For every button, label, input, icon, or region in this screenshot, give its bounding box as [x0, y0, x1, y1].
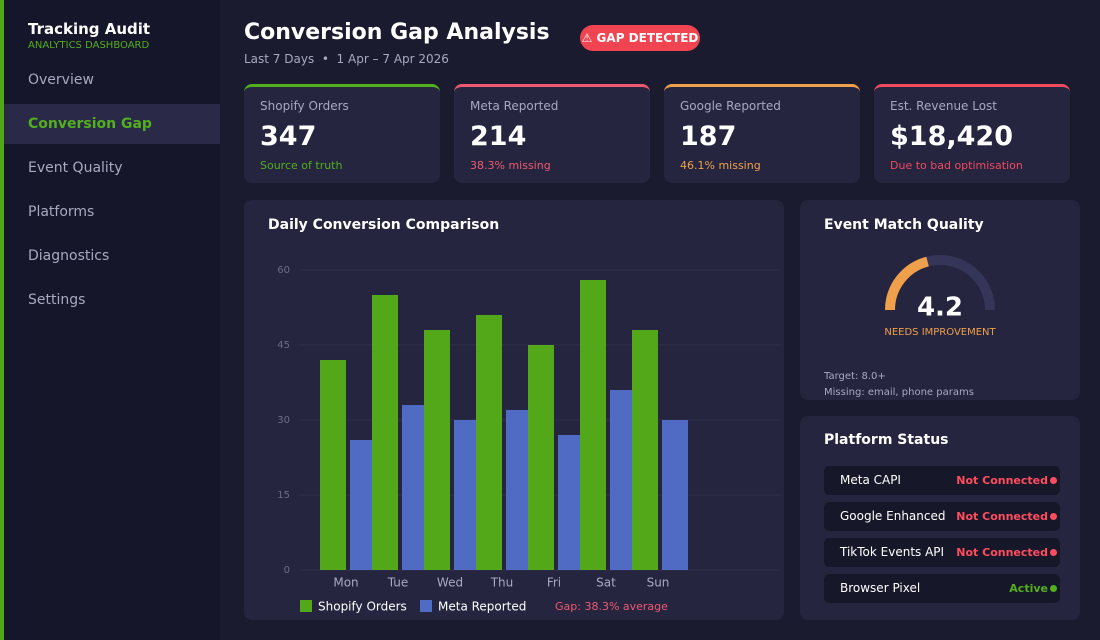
gauge-arc — [885, 256, 930, 311]
platform-status: Active — [1009, 582, 1048, 595]
x-tick-label: Sat — [596, 576, 616, 590]
gauge-panel: Event Match Quality 4.2 NEEDS IMPROVEMEN… — [800, 200, 1080, 400]
kpi-card: Meta Reported 214 38.3% missing — [454, 84, 650, 183]
gauge-title: Event Match Quality — [824, 217, 984, 233]
x-tick-label: Tue — [387, 576, 409, 590]
app-title: Tracking Audit — [28, 20, 151, 38]
nav-item[interactable]: Diagnostics — [28, 248, 110, 264]
platform-name: Meta CAPI — [840, 473, 901, 487]
chart-title: Daily Conversion Comparison — [268, 217, 499, 233]
x-tick-label: Thu — [490, 576, 514, 590]
chart: Daily Conversion Comparison 0 15 30 45 60 Mon… — [268, 217, 780, 614]
kpi-card: Shopify Orders 347 Source of truth — [244, 84, 440, 183]
bar — [476, 315, 502, 570]
bar — [506, 410, 532, 570]
nav-item[interactable]: Conversion Gap — [4, 104, 220, 144]
kpi-value: 347 — [260, 121, 317, 152]
status-dot — [1050, 549, 1057, 556]
gauge-value: 4.2 — [917, 293, 963, 323]
kpi-value: 187 — [680, 121, 737, 152]
y-tick-label: 0 — [284, 565, 290, 576]
bar — [350, 440, 376, 570]
chart-panel: Daily Conversion Comparison 0 15 30 45 60 Mon… — [244, 200, 784, 620]
gauge-note: Target: 8.0+ — [823, 371, 886, 382]
gauge: Event Match Quality 4.2 NEEDS IMPROVEMEN… — [823, 217, 997, 398]
platform-name: Google Enhanced — [840, 509, 946, 523]
legend-swatch — [420, 600, 432, 612]
bar — [320, 360, 346, 570]
platform-name: Browser Pixel — [840, 581, 921, 595]
legend-label: Meta Reported — [438, 600, 526, 614]
status-dot — [1050, 477, 1057, 484]
y-tick-label: 30 — [277, 415, 290, 426]
kpi-card: Google Reported 187 46.1% missing — [664, 84, 860, 183]
bar — [610, 390, 636, 570]
bar — [632, 330, 658, 570]
nav-item[interactable]: Platforms — [28, 204, 95, 220]
sidebar: Tracking Audit ANALYTICS DASHBOARD Overv… — [0, 0, 220, 640]
x-tick-label: Fri — [547, 576, 561, 590]
bar — [424, 330, 450, 570]
platform-name: TikTok Events API — [840, 545, 945, 559]
kpi-label: Google Reported — [680, 99, 781, 113]
x-tick-label: Mon — [333, 576, 358, 590]
bar — [580, 280, 606, 570]
chart-annotation: Gap: 38.3% average — [555, 600, 668, 613]
legend-label: Shopify Orders — [318, 600, 407, 614]
bar — [558, 435, 584, 570]
gauge-note: Missing: email, phone params — [824, 387, 974, 398]
platform-status: Not Connected — [956, 546, 1048, 559]
kpi-note: 38.3% missing — [470, 159, 551, 172]
nav-item[interactable]: Overview — [28, 72, 94, 88]
y-tick-label: 60 — [277, 265, 290, 276]
bar — [454, 420, 480, 570]
bar — [662, 420, 688, 570]
kpi-card: Est. Revenue Lost $18,420 Due to bad optim… — [874, 84, 1070, 183]
status-row: Meta CAPI Not Connected — [824, 466, 1060, 495]
bar — [402, 405, 428, 570]
legend-swatch — [300, 600, 312, 612]
status-title: Platform Status — [824, 432, 949, 448]
kpi-label: Est. Revenue Lost — [890, 99, 998, 113]
status-panel: Platform Status Meta CAPI Not Connected Go… — [800, 416, 1080, 620]
bar — [372, 295, 398, 570]
status-row: Browser Pixel Active — [824, 574, 1060, 603]
bar — [528, 345, 554, 570]
platform-status: Not Connected — [956, 510, 1048, 523]
kpi-note: 46.1% missing — [680, 159, 761, 172]
nav-item[interactable]: Settings — [28, 292, 86, 308]
status-dot — [1050, 585, 1057, 592]
kpi-note: Source of truth — [260, 159, 343, 172]
y-tick-label: 45 — [277, 340, 290, 351]
gauge-label: NEEDS IMPROVEMENT — [884, 327, 996, 338]
page-subtitle: Last 7 Days • 1 Apr – 7 Apr 2026 — [244, 52, 449, 66]
kpi-note: Due to bad optimisation — [890, 159, 1023, 172]
status-dot — [1050, 513, 1057, 520]
platform-status: Not Connected — [956, 474, 1048, 487]
app-subtitle: ANALYTICS DASHBOARD — [28, 40, 150, 51]
kpi-value: 214 — [470, 121, 527, 152]
status-row: Google Enhanced Not Connected — [824, 502, 1060, 531]
nav-item[interactable]: Event Quality — [28, 160, 123, 176]
x-tick-label: Sun — [647, 576, 670, 590]
page-title: Conversion Gap Analysis — [244, 20, 550, 45]
status-row: TikTok Events API Not Connected — [824, 538, 1060, 567]
x-tick-label: Wed — [437, 576, 463, 590]
badge: ⚠ GAP DETECTED — [580, 25, 700, 51]
kpi-label: Shopify Orders — [260, 99, 349, 113]
kpi-value: $18,420 — [890, 121, 1013, 152]
kpi-label: Meta Reported — [470, 99, 559, 113]
y-tick-label: 15 — [277, 490, 290, 501]
